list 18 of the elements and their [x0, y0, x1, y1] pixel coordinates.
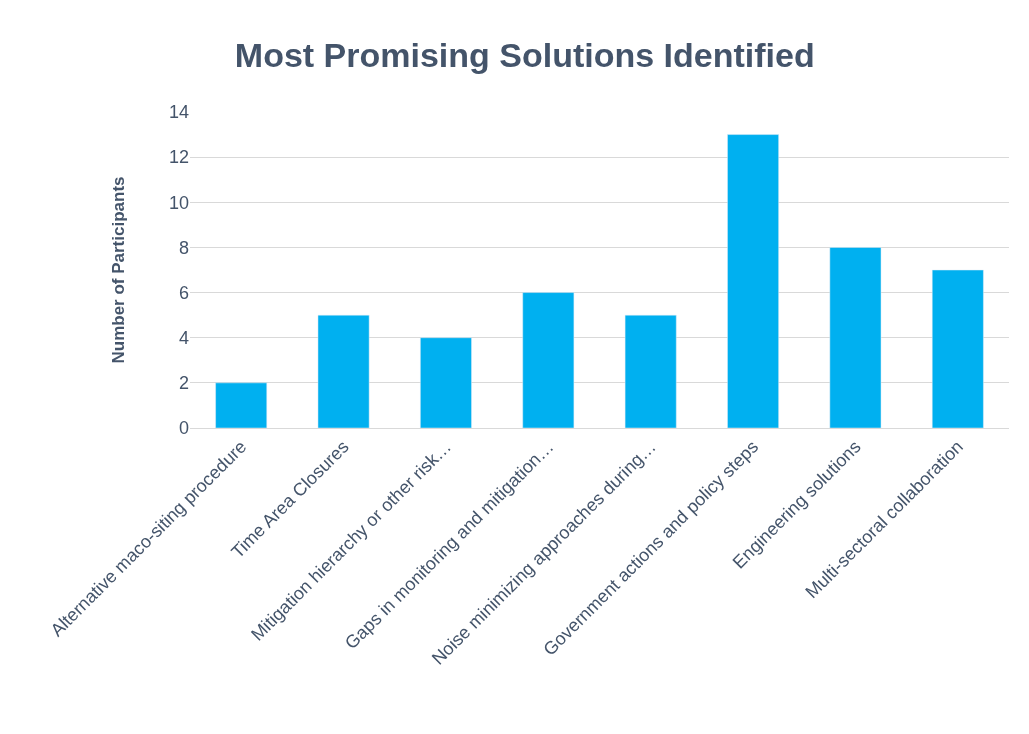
- bar: [624, 314, 677, 428]
- y-tick-label: 8: [178, 237, 189, 258]
- y-tick-label: 0: [178, 418, 189, 439]
- bar: [215, 382, 268, 428]
- y-tick-label: 14: [168, 102, 189, 123]
- y-tick-label: 6: [178, 282, 189, 303]
- bar: [317, 314, 370, 428]
- bar: [727, 134, 779, 428]
- bar: [931, 269, 984, 428]
- bar: [522, 292, 575, 428]
- y-tick-label: 2: [178, 373, 189, 394]
- y-tick-label: 4: [178, 328, 189, 349]
- bar: [420, 337, 472, 428]
- chart-title: Most Promising Solutions Identified: [234, 35, 815, 74]
- y-tick-label: 12: [168, 147, 189, 168]
- y-axis-title: Number of Participants: [108, 176, 128, 364]
- y-tick-label: 10: [168, 192, 189, 213]
- bar: [829, 247, 882, 428]
